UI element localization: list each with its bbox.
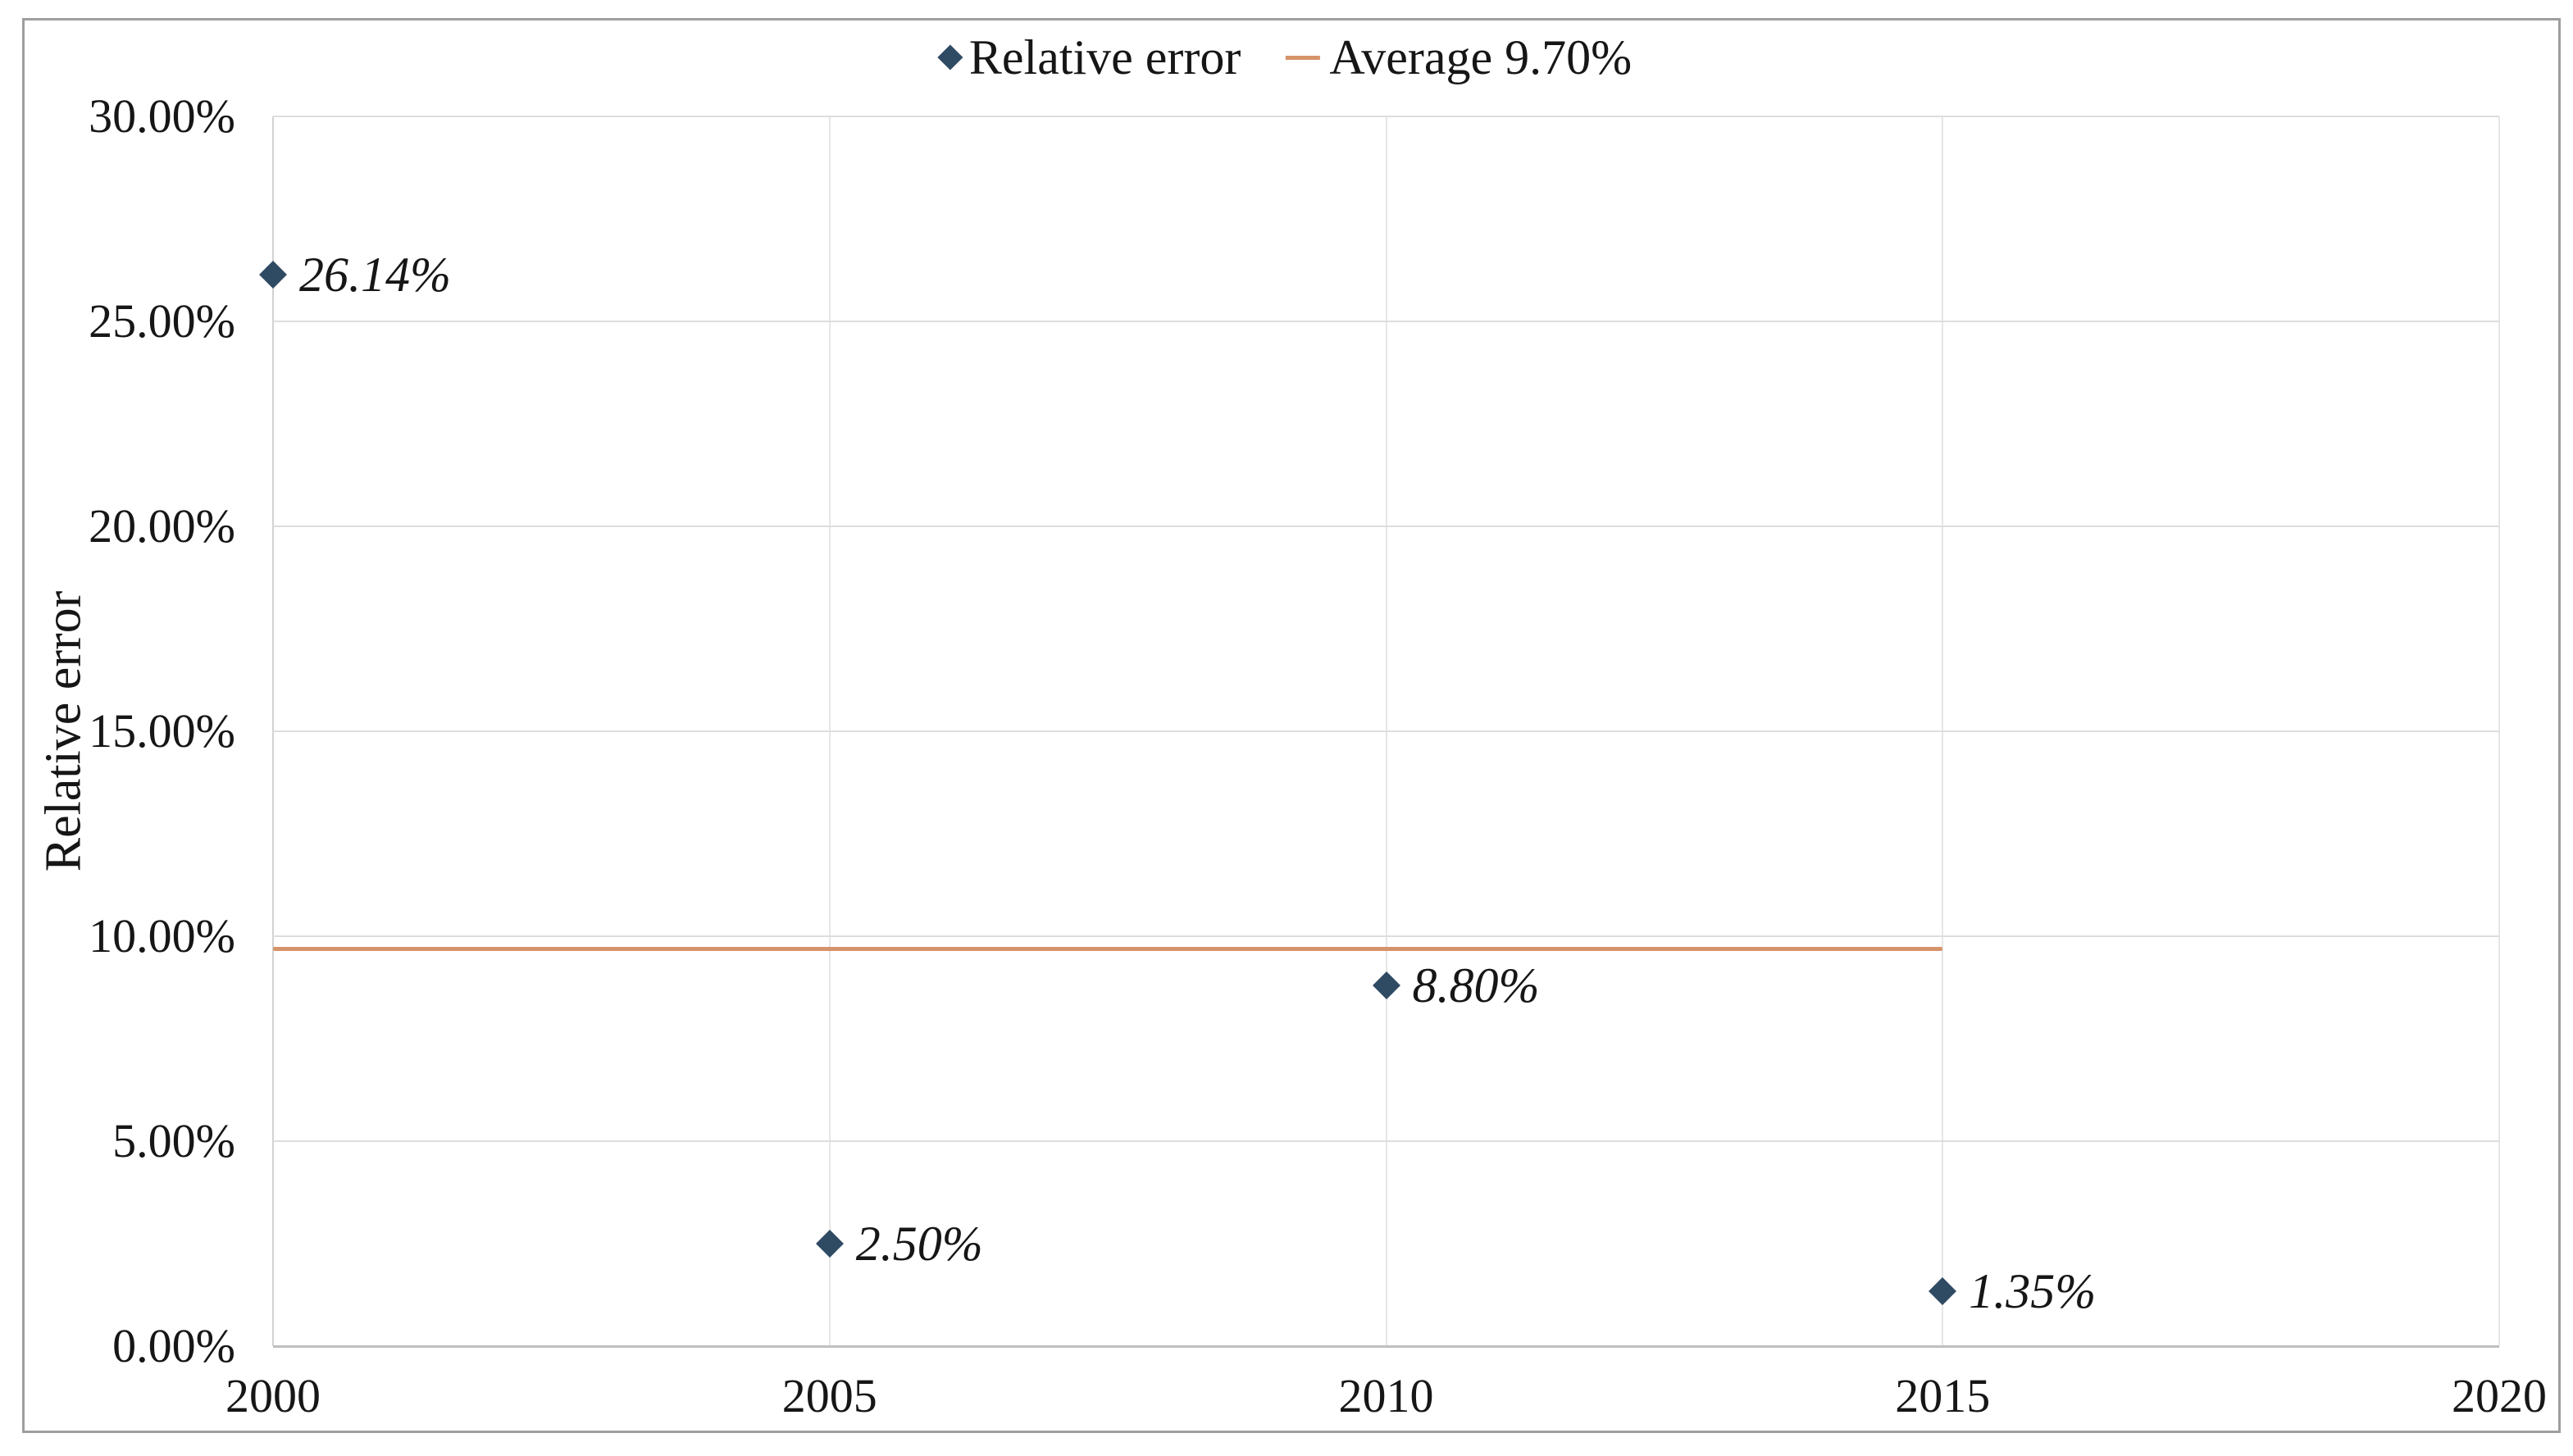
y-tick-label: 15.00% <box>89 704 235 758</box>
x-tick-label: 2020 <box>2452 1369 2547 1422</box>
average-line <box>273 946 1943 951</box>
data-point-label: 26.14% <box>299 248 451 302</box>
legend-item-average: Average 9.70% <box>1285 28 1632 87</box>
line-marker-icon <box>1285 55 1320 60</box>
data-point-label: 8.80% <box>1412 958 1540 1012</box>
x-tick-label: 2010 <box>1338 1369 1434 1422</box>
y-tick-label: 30.00% <box>89 89 235 143</box>
figure-border <box>22 18 2561 1433</box>
gridline-horizontal <box>273 526 2499 527</box>
gridline-horizontal <box>273 730 2499 732</box>
x-tick-label: 2005 <box>781 1369 877 1422</box>
legend-item-relative-error: Relative error <box>937 28 1241 87</box>
y-tick-label: 5.00% <box>112 1114 235 1167</box>
gridline-horizontal <box>273 935 2499 937</box>
x-tick-label: 2015 <box>1895 1369 1991 1422</box>
legend-label-relative-error: Relative error <box>968 30 1241 84</box>
x-axis-line <box>273 1345 2499 1348</box>
x-tick-label: 2000 <box>225 1369 321 1422</box>
legend: Relative error Average 9.70% <box>937 28 1632 87</box>
legend-label-average: Average 9.70% <box>1329 30 1633 84</box>
gridline-vertical <box>2498 116 2500 1346</box>
gridline-horizontal <box>273 116 2499 117</box>
y-tick-label: 25.00% <box>89 294 235 348</box>
y-tick-label: 10.00% <box>89 909 235 962</box>
diamond-marker-icon <box>937 44 963 71</box>
gridline-horizontal <box>273 1140 2499 1142</box>
gridline-horizontal <box>273 321 2499 322</box>
y-tick-label: 0.00% <box>112 1319 235 1372</box>
y-tick-label: 20.00% <box>89 499 235 553</box>
data-point-label: 1.35% <box>1969 1263 2097 1318</box>
data-point-label: 2.50% <box>855 1217 983 1271</box>
